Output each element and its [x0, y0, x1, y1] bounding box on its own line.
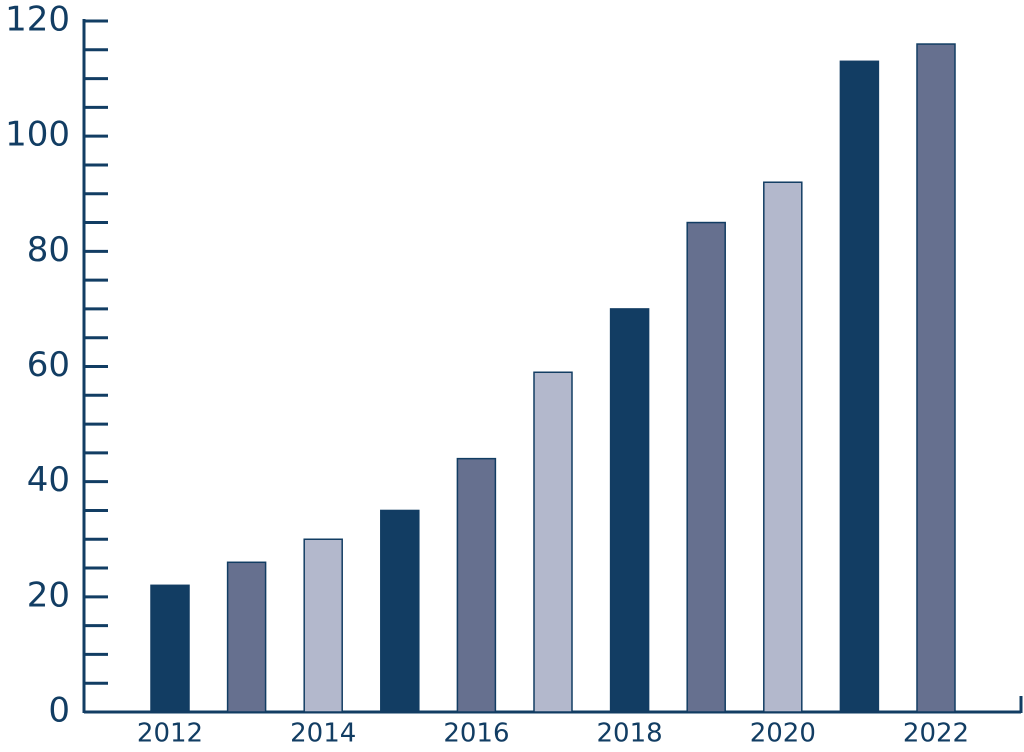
x-tick-label: 2012 — [137, 719, 203, 749]
y-tick-label: 100 — [5, 115, 70, 155]
bar — [533, 371, 573, 713]
bar — [456, 457, 497, 713]
x-tick-label: 2022 — [903, 719, 969, 749]
bar — [763, 181, 803, 713]
bar — [839, 60, 880, 713]
bar — [303, 538, 343, 713]
y-tick-label: 0 — [48, 691, 70, 731]
bar — [226, 561, 267, 713]
x-tick-label: 2018 — [597, 719, 663, 749]
x-tick-label: 2014 — [290, 719, 356, 749]
bar — [686, 221, 726, 713]
bar — [150, 584, 190, 713]
bar — [609, 308, 650, 713]
y-tick-label: 120 — [5, 0, 70, 40]
bar — [916, 43, 956, 713]
y-tick-label: 60 — [27, 345, 70, 385]
x-tick-label: 2020 — [750, 719, 816, 749]
x-tick-label: 2016 — [443, 719, 509, 749]
bar — [380, 509, 420, 713]
y-tick-label: 20 — [27, 575, 70, 615]
y-tick-label: 40 — [27, 460, 70, 500]
y-tick-label: 80 — [27, 230, 70, 270]
